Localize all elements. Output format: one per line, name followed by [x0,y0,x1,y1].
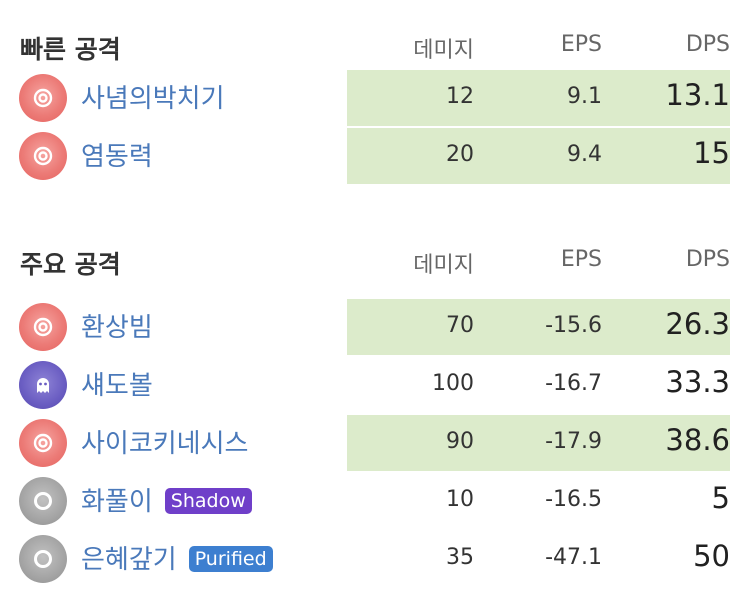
row-highlight [347,299,730,355]
row-highlight [347,128,730,184]
move-name-link[interactable]: 섀도볼 [81,371,153,401]
move-row[interactable]: 염동력 20 9.4 15 [0,128,750,186]
move-damage: 90 [446,429,474,454]
column-header-dps: DPS [685,32,730,57]
move-dps: 13.1 [665,78,730,112]
move-eps: 9.4 [567,142,602,167]
move-dps: 38.6 [665,423,730,457]
move-dps: 33.3 [665,365,730,399]
move-name-link[interactable]: 사념의박치기 [81,84,225,114]
section-title: 빠른 공격 [20,35,121,64]
fast-moves-section: 빠른 공격 데미지 EPS DPS 사념의박치기 12 9.1 13.1 염동력… [0,26,750,186]
psychic-swirl-icon [19,74,67,122]
normal-ring-icon [19,477,67,525]
charged-moves-section: 주요 공격 데미지 EPS DPS 환상빔 70 -15.6 26.3 섀도볼 … [0,241,750,589]
shadow-badge: Shadow [164,488,252,514]
move-damage: 12 [446,84,474,109]
move-dps: 5 [711,481,730,515]
move-name-link[interactable]: 은혜갚기 Purified [81,539,273,576]
column-header-dps: DPS [685,247,730,272]
move-name-text: 은혜갚기 [81,545,177,575]
column-header-damage: 데미지 [413,253,474,278]
psychic-swirl-icon [19,132,67,180]
move-name-link[interactable]: 염동력 [81,142,153,172]
column-header-eps: EPS [560,247,602,272]
move-damage: 35 [446,545,474,570]
move-eps: -17.9 [545,429,602,454]
move-name-link[interactable]: 사이코키네시스 [81,429,249,459]
move-eps: -16.5 [545,487,602,512]
column-header-eps: EPS [560,32,602,57]
move-name-link[interactable]: 환상빔 [81,313,153,343]
move-damage: 20 [446,142,474,167]
move-name-text: 화풀이 [81,487,153,517]
purified-badge: Purified [188,546,273,572]
move-damage: 100 [432,371,474,396]
move-row[interactable]: 섀도볼 100 -16.7 33.3 [0,357,750,415]
move-dps: 50 [693,539,730,573]
row-highlight [347,70,730,126]
move-row[interactable]: 환상빔 70 -15.6 26.3 [0,299,750,357]
ghost-icon [19,361,67,409]
section-title: 주요 공격 [20,250,121,279]
move-row[interactable]: 사이코키네시스 90 -17.9 38.6 [0,415,750,473]
move-damage: 10 [446,487,474,512]
column-header-damage: 데미지 [413,38,474,63]
move-dps: 26.3 [665,307,730,341]
move-row[interactable]: 화풀이 Shadow 10 -16.5 5 [0,473,750,531]
fast-moves-header: 빠른 공격 데미지 EPS DPS [0,26,750,70]
charged-moves-header: 주요 공격 데미지 EPS DPS [0,241,750,285]
move-eps: 9.1 [567,84,602,109]
move-eps: -16.7 [545,371,602,396]
psychic-swirl-icon [19,419,67,467]
normal-ring-icon [19,535,67,583]
move-row[interactable]: 은혜갚기 Purified 35 -47.1 50 [0,531,750,589]
move-dps: 15 [693,136,730,170]
row-highlight [347,415,730,471]
move-eps: -47.1 [545,545,602,570]
move-name-link[interactable]: 화풀이 Shadow [81,481,252,518]
move-row[interactable]: 사념의박치기 12 9.1 13.1 [0,70,750,128]
psychic-swirl-icon [19,303,67,351]
move-eps: -15.6 [545,313,602,338]
move-damage: 70 [446,313,474,338]
